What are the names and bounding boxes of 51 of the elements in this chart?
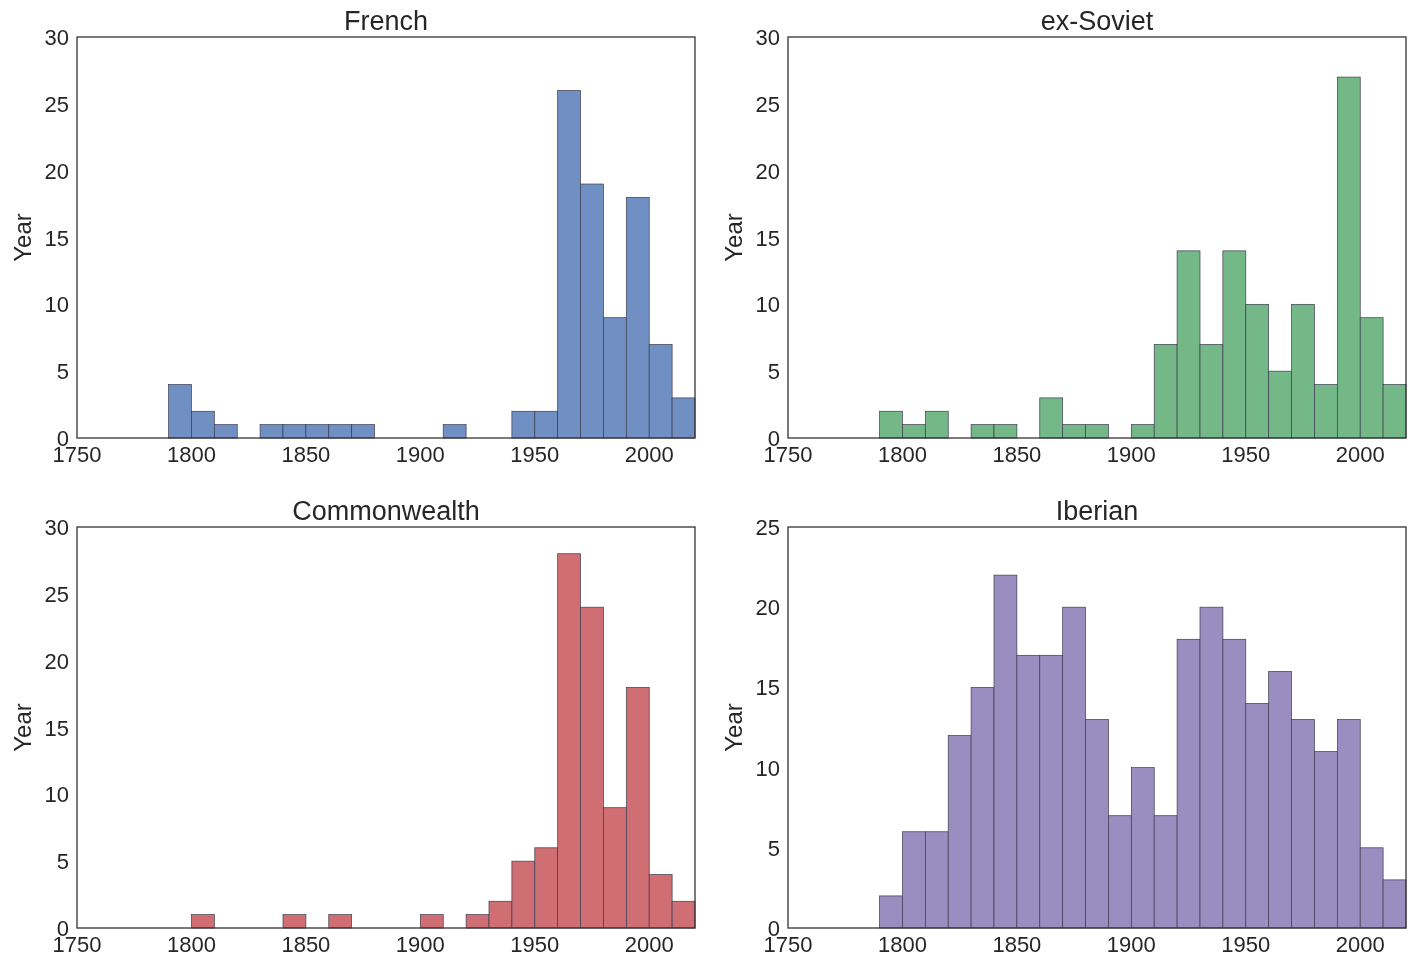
chart-title: Commonwealth <box>292 496 480 526</box>
x-tick-label: 1800 <box>166 442 216 467</box>
y-tick-label: 5 <box>767 835 780 861</box>
y-axis-title: Year <box>720 213 747 262</box>
y-axis-title: Year <box>9 703 36 752</box>
x-tick-label: 1950 <box>510 932 560 957</box>
y-tick-label: 10 <box>755 755 780 781</box>
x-tick-label: 1900 <box>395 442 445 467</box>
y-tick-label: 15 <box>44 225 69 251</box>
y-tick-label: 25 <box>755 515 780 540</box>
y-tick-label: 15 <box>755 225 780 251</box>
y-axis-title: Year <box>720 703 747 752</box>
x-tick-label: 1800 <box>166 932 216 957</box>
x-tick-label: 1900 <box>395 932 445 957</box>
y-tick-label: 25 <box>44 581 69 607</box>
y-tick-label: 25 <box>755 91 780 117</box>
chart-title: French <box>343 6 429 36</box>
x-tick-label: 2000 <box>1335 442 1385 467</box>
x-tick-label: 1900 <box>1106 932 1156 957</box>
y-axis-title: Year <box>9 213 36 262</box>
y-tick-label: 5 <box>56 849 69 875</box>
y-tick-label: 20 <box>755 595 780 621</box>
x-tick-label: 1950 <box>1221 932 1271 957</box>
x-tick-label: 1850 <box>992 442 1042 467</box>
y-tick-label: 10 <box>44 292 69 318</box>
y-tick-label: 20 <box>44 648 69 674</box>
x-tick-label: 1800 <box>877 932 927 957</box>
y-tick-label: 30 <box>44 515 69 540</box>
y-tick-label: 20 <box>755 158 780 184</box>
y-tick-label: 5 <box>56 359 69 385</box>
y-tick-label: 20 <box>44 158 69 184</box>
chart-title: ex-Soviet <box>1040 6 1154 36</box>
x-tick-label: 1850 <box>281 442 331 467</box>
y-tick-label: 15 <box>755 675 780 701</box>
x-tick-label: 1950 <box>510 442 560 467</box>
x-tick-label: 1950 <box>1221 442 1271 467</box>
y-tick-label: 10 <box>44 782 69 808</box>
x-tick-label: 2000 <box>624 932 674 957</box>
y-tick-label: 15 <box>44 715 69 741</box>
x-tick-label: 1850 <box>281 932 331 957</box>
y-tick-label: 25 <box>44 91 69 117</box>
y-tick-label: 5 <box>767 359 780 385</box>
x-tick-label: 1850 <box>992 932 1042 957</box>
y-tick-label: 30 <box>44 25 69 50</box>
x-tick-label: 2000 <box>624 442 674 467</box>
chart-title: Iberian <box>1055 496 1139 526</box>
x-tick-label: 1800 <box>877 442 927 467</box>
y-tick-label: 10 <box>755 292 780 318</box>
x-tick-label: 1900 <box>1106 442 1156 467</box>
x-tick-label: 2000 <box>1335 932 1385 957</box>
y-tick-label: 30 <box>755 25 780 50</box>
